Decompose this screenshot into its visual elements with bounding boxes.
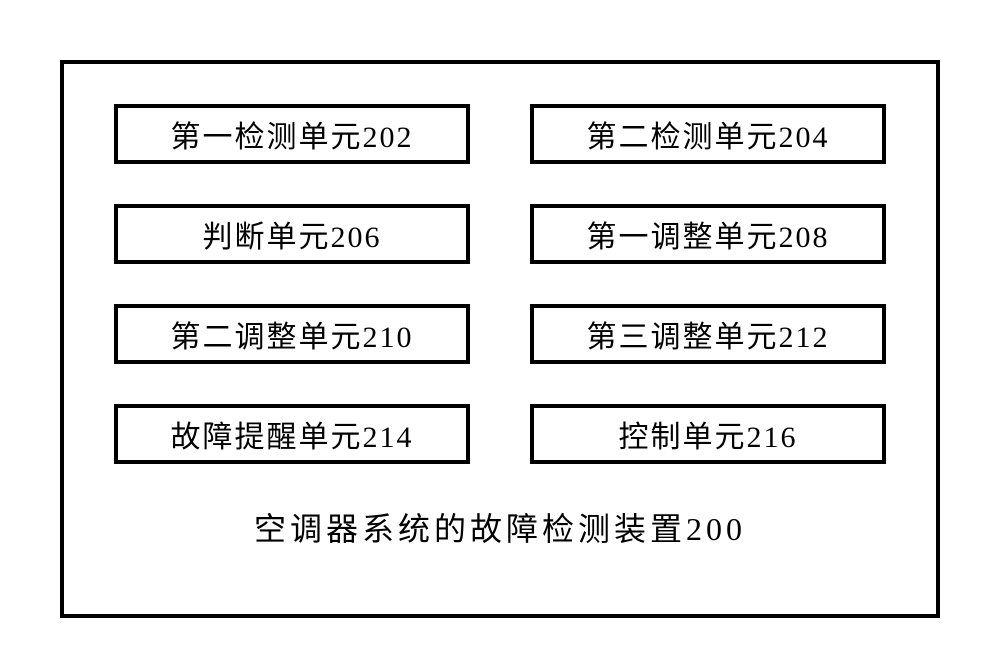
unit-box: 第三调整单元212	[530, 304, 886, 364]
unit-box: 第一检测单元202	[114, 104, 470, 164]
diagram-caption: 空调器系统的故障检测装置200	[114, 504, 886, 550]
unit-label: 判断单元206	[203, 212, 382, 256]
units-grid: 第一检测单元202 第二检测单元204 判断单元206 第一调整单元208 第二…	[114, 104, 886, 464]
unit-box: 控制单元216	[530, 404, 886, 464]
unit-box: 第一调整单元208	[530, 204, 886, 264]
unit-box: 第二检测单元204	[530, 104, 886, 164]
unit-label: 控制单元216	[619, 412, 798, 456]
unit-box: 判断单元206	[114, 204, 470, 264]
unit-label: 故障提醒单元214	[171, 412, 414, 456]
unit-label: 第一调整单元208	[587, 212, 830, 256]
unit-label: 第一检测单元202	[171, 112, 414, 156]
unit-box: 故障提醒单元214	[114, 404, 470, 464]
device-container: 第一检测单元202 第二检测单元204 判断单元206 第一调整单元208 第二…	[60, 60, 940, 618]
unit-label: 第二调整单元210	[171, 312, 414, 356]
diagram-canvas: 第一检测单元202 第二检测单元204 判断单元206 第一调整单元208 第二…	[0, 0, 1000, 658]
unit-box: 第二调整单元210	[114, 304, 470, 364]
unit-label: 第二检测单元204	[587, 112, 830, 156]
unit-label: 第三调整单元212	[587, 312, 830, 356]
